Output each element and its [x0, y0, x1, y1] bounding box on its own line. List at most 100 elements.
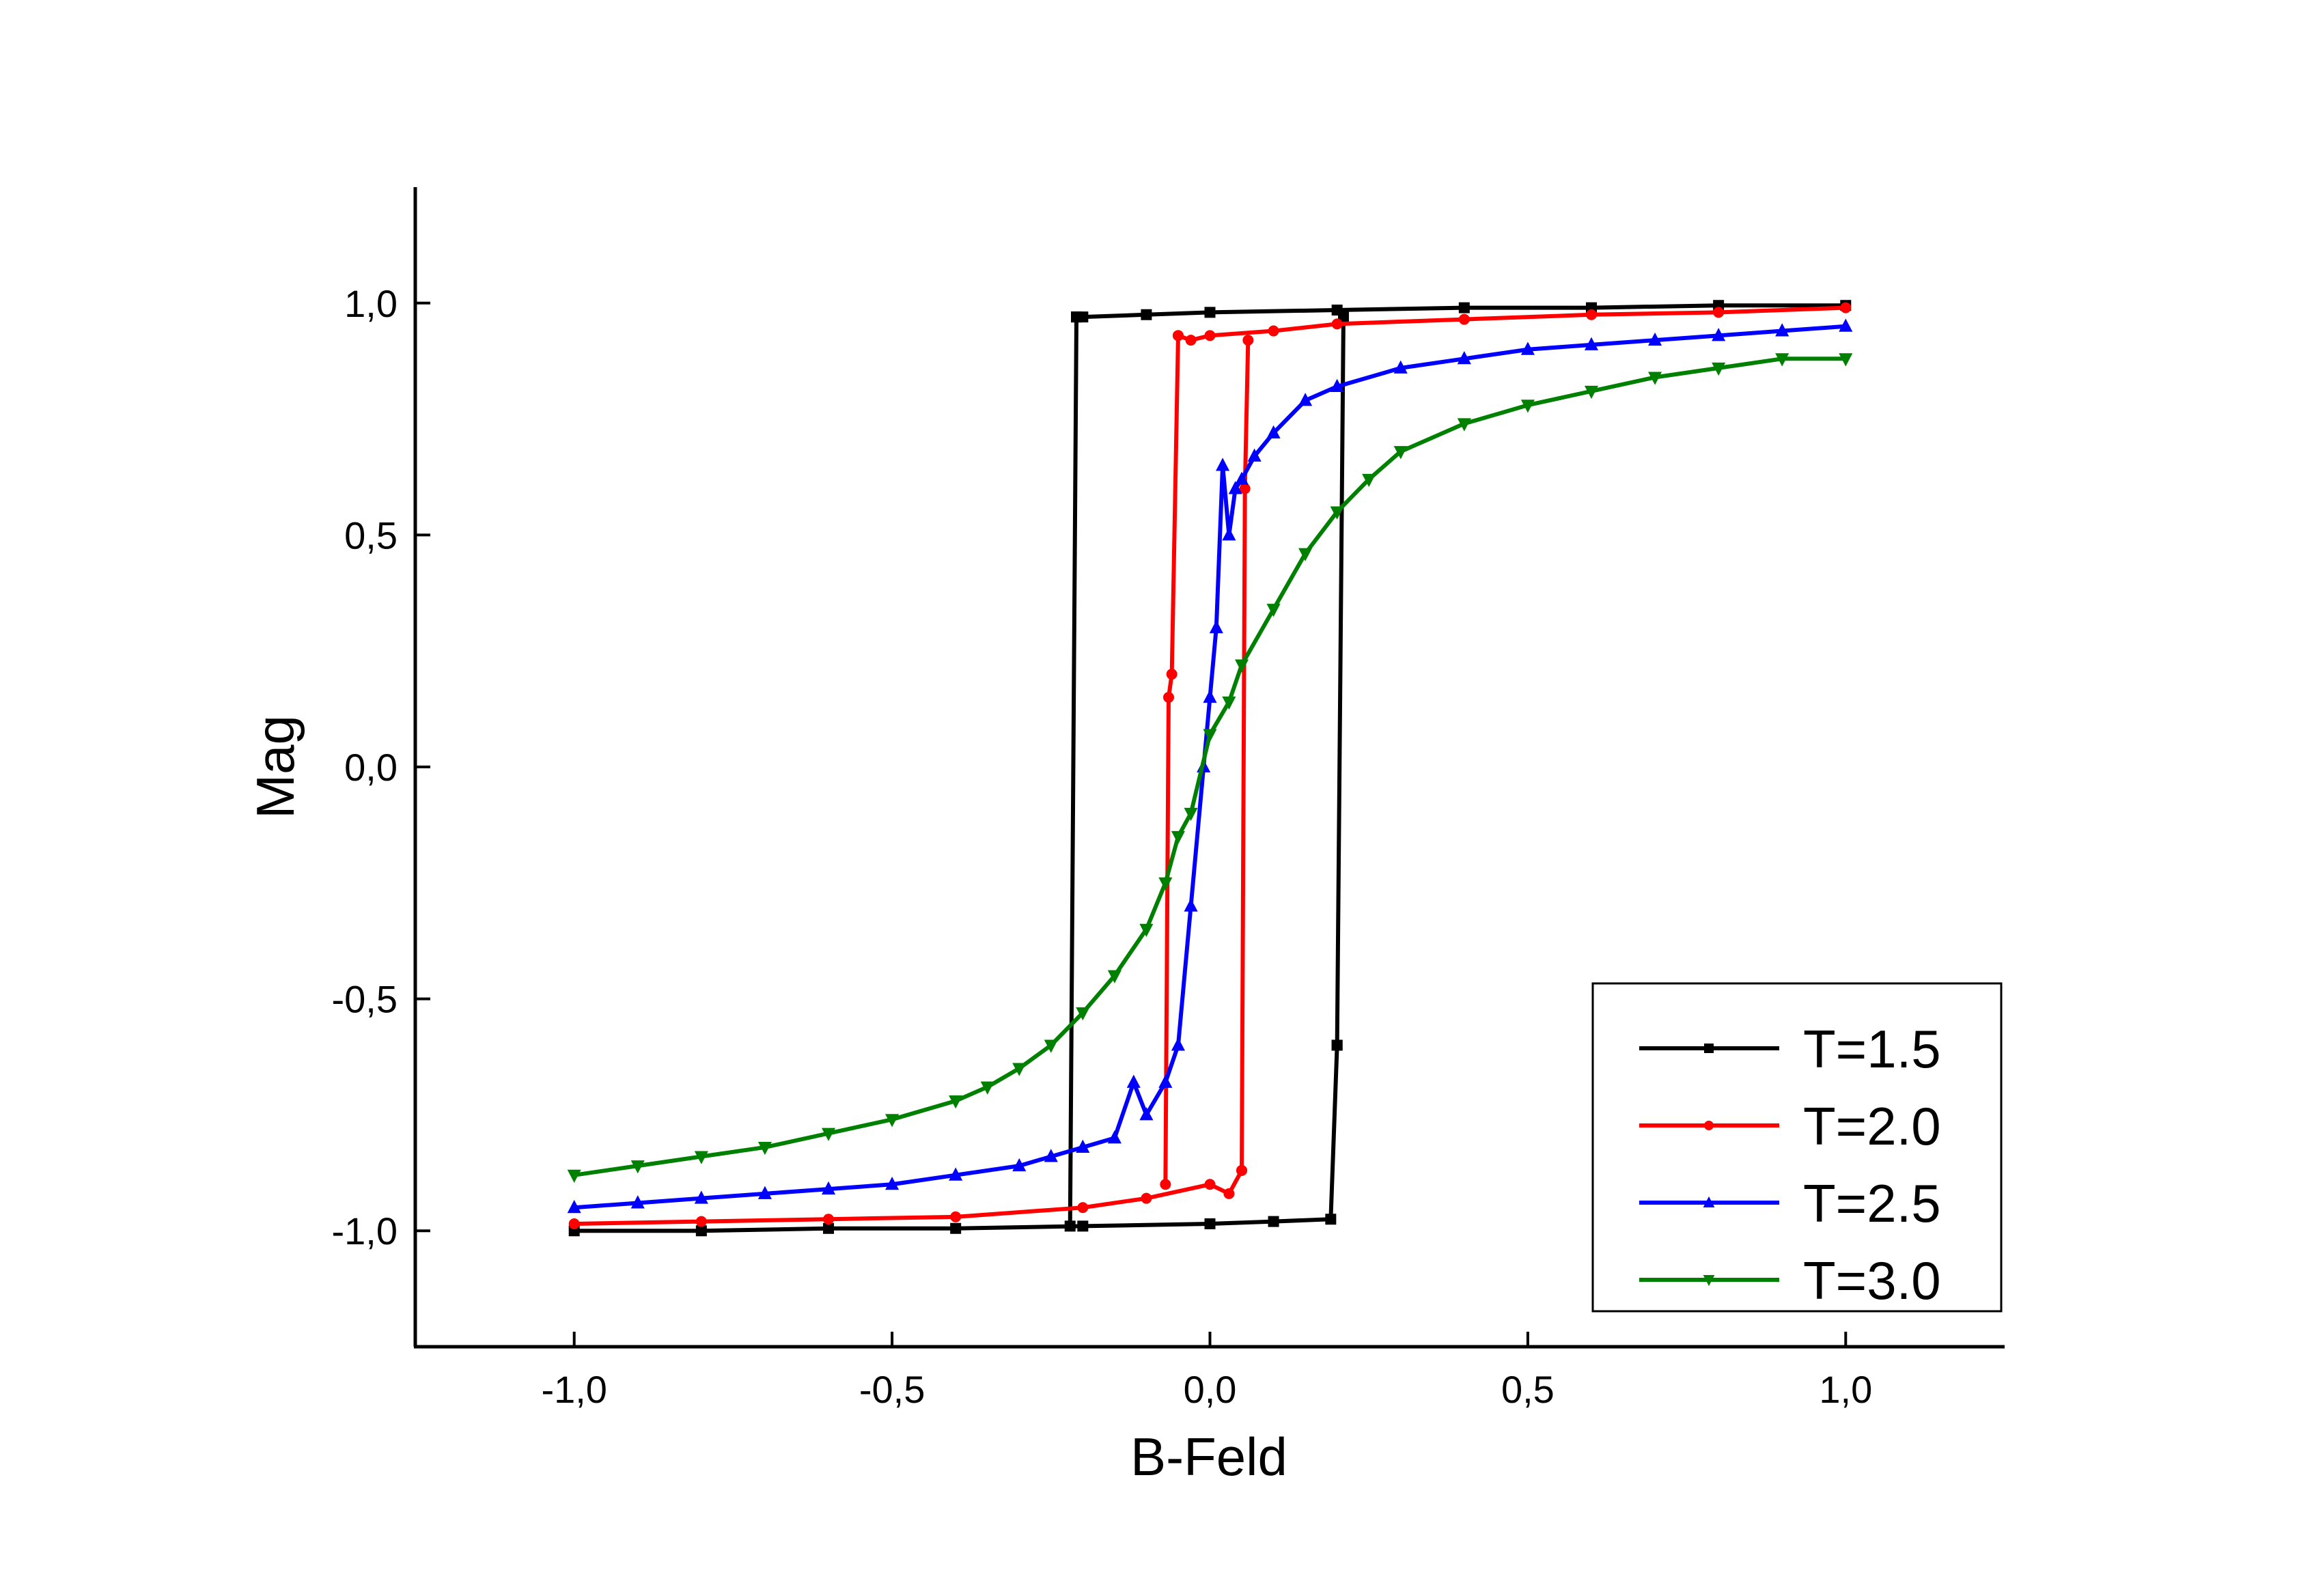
- series-t-3-0-point: [1222, 696, 1236, 710]
- series-t-2-5-point: [1520, 341, 1535, 355]
- series-t-3-0-point: [1171, 830, 1186, 845]
- y-tick-label: 0,5: [344, 514, 398, 557]
- x-tick-label: 0,0: [1184, 1368, 1237, 1411]
- series-t-2-5-point: [1330, 378, 1344, 393]
- series-t-3-0-point: [694, 1151, 708, 1164]
- series-t-2-5-point: [1158, 1074, 1173, 1088]
- series-t-3-0-point: [1775, 353, 1789, 367]
- series-t-3-0-point: [567, 1169, 581, 1183]
- series-t-3-0-point: [1712, 362, 1726, 376]
- series-t-3-0-point: [1044, 1039, 1058, 1053]
- series-t-2-0-up-point: [568, 1218, 580, 1229]
- series-t-3-0-point: [1648, 372, 1662, 385]
- series-t-3-0-point: [821, 1128, 836, 1141]
- series-t-3-0-point: [1298, 548, 1313, 561]
- series-t-1-5-down-point: [1204, 307, 1216, 318]
- series-t-2-5-point: [1298, 393, 1313, 406]
- series-t-2-5-point: [1234, 471, 1249, 485]
- series-t-3-0-point: [1158, 877, 1173, 891]
- series-t-2-0-up-point: [1141, 1192, 1152, 1204]
- series-t-1-5-up-line: [574, 1045, 1339, 1233]
- series-t-1-5-down-point: [1458, 302, 1470, 313]
- legend-marker: [1704, 1121, 1714, 1130]
- legend-label: T=2.0: [1803, 1096, 1941, 1156]
- series-t-2-5-point: [630, 1195, 645, 1209]
- series-t-2-5-point: [1203, 689, 1217, 703]
- series-t-3-0-point: [1076, 1007, 1090, 1021]
- series-t-2-0-jump-down-point: [1172, 330, 1184, 341]
- series-t-2-5-point: [1712, 328, 1726, 341]
- series-t-2-0-down-point: [1713, 307, 1725, 318]
- series-t-1-5-jump-down-point: [1071, 311, 1083, 323]
- series-t-2-0-up-point: [1223, 1188, 1235, 1199]
- series-t-2-5-point: [1584, 337, 1599, 350]
- series-t-2-0-up-point: [1204, 1179, 1216, 1190]
- series-t-2-0-jump-down-point: [1160, 1179, 1171, 1190]
- series-t-2-5-point: [821, 1181, 836, 1195]
- series-t-2-5-point: [1775, 323, 1789, 337]
- series-t-1-5-up-point: [1077, 1220, 1089, 1232]
- legend-label: T=3.0: [1803, 1250, 1941, 1311]
- series-t-3-0-point: [1139, 923, 1154, 937]
- series-t-3-0-point: [1584, 385, 1599, 400]
- series-t-3-0-point: [885, 1114, 900, 1128]
- series-t-2-5-point: [1216, 458, 1230, 471]
- y-tick-label: -0,5: [332, 978, 398, 1021]
- series-t-2-5-point: [1209, 619, 1223, 634]
- series-t-2-0-jump-up-line: [1240, 340, 1251, 1171]
- series-t-2-0-down-point: [1331, 318, 1343, 330]
- series-t-2-5-point: [1457, 351, 1471, 365]
- series-t-3-0-point: [757, 1141, 772, 1156]
- series-t-2-0-down-point: [1204, 330, 1216, 341]
- series-t-3-0-point: [949, 1095, 963, 1109]
- series-t-2-0-up-point: [1077, 1202, 1089, 1214]
- series-t-2-5-point: [1076, 1139, 1090, 1153]
- y-axis-title: Mag: [245, 715, 305, 819]
- series-t-2-5-point: [1012, 1158, 1027, 1172]
- series-t-2-0-jump-up-point: [1242, 335, 1254, 346]
- x-ticks: -1,0 -0,5 0,0 0,5 1,0: [541, 1332, 1872, 1411]
- legend-marker: [1703, 1196, 1715, 1207]
- y-tick-label: -1,0: [332, 1209, 398, 1252]
- series-t-2-5-point: [1171, 1037, 1186, 1051]
- series-t-3-0-point: [980, 1081, 994, 1095]
- x-tick-label: 1,0: [1819, 1368, 1872, 1411]
- series-t-3-0-point: [1266, 604, 1281, 617]
- series-t-2-5-point: [694, 1190, 708, 1204]
- series-t-1-5-jump-up-line: [1335, 317, 1346, 1046]
- series-t-1-5-up-point: [1204, 1218, 1216, 1230]
- series-t-2-5-point: [1107, 1130, 1121, 1144]
- series-t-3-0-point: [1520, 400, 1535, 413]
- y-tick-label: 0,0: [344, 746, 398, 789]
- series-t-2-0-jump-down-point: [1162, 692, 1175, 703]
- legend-label: T=1.5: [1803, 1019, 1941, 1079]
- y-ticks: -1,0 -0,5 0,0 0,5 1,0: [332, 282, 430, 1252]
- series-t-2-0-jump-down-line: [1163, 335, 1180, 1185]
- series-t-2-5-point: [1139, 1107, 1154, 1121]
- x-tick-label: 0,5: [1501, 1368, 1555, 1411]
- series-t-2-0-down-point: [1585, 309, 1597, 320]
- series-t-1-5-down-point: [1141, 309, 1152, 320]
- series-t-2-0-jump-up-point: [1239, 483, 1251, 494]
- series-t-2-5-point: [1228, 481, 1242, 494]
- series-t-2-0-up-point: [695, 1216, 707, 1227]
- series-t-3-0-point: [1393, 446, 1408, 460]
- series-t-1-5-up-point: [695, 1225, 707, 1237]
- legend-marker: [1704, 1044, 1714, 1053]
- series-t-3-0-point: [1107, 970, 1121, 983]
- series-t-2-0-down-point: [1458, 313, 1470, 325]
- series-t-2-0-jump-up-point: [1236, 1164, 1248, 1176]
- series-t-2-5-point: [567, 1199, 581, 1214]
- series-t-2-5-point: [1648, 332, 1662, 346]
- plot-series-group: [567, 300, 1853, 1237]
- series-t-2-0-jump-down-point: [1166, 669, 1178, 680]
- legend: T=1.5 T=2.0 T=2.5 T=3.0: [1591, 982, 2003, 1313]
- series-t-1-5-up-point: [1268, 1216, 1279, 1227]
- series-t-2-5-point: [885, 1177, 900, 1190]
- series-t-3-0-point: [1457, 418, 1471, 432]
- series-t-2-0-down-point: [1185, 335, 1197, 346]
- series-t-1-5-jump-down-line: [1068, 317, 1079, 1227]
- series-t-1-5-up-point: [823, 1222, 835, 1234]
- series-t-2-5-point: [757, 1186, 772, 1199]
